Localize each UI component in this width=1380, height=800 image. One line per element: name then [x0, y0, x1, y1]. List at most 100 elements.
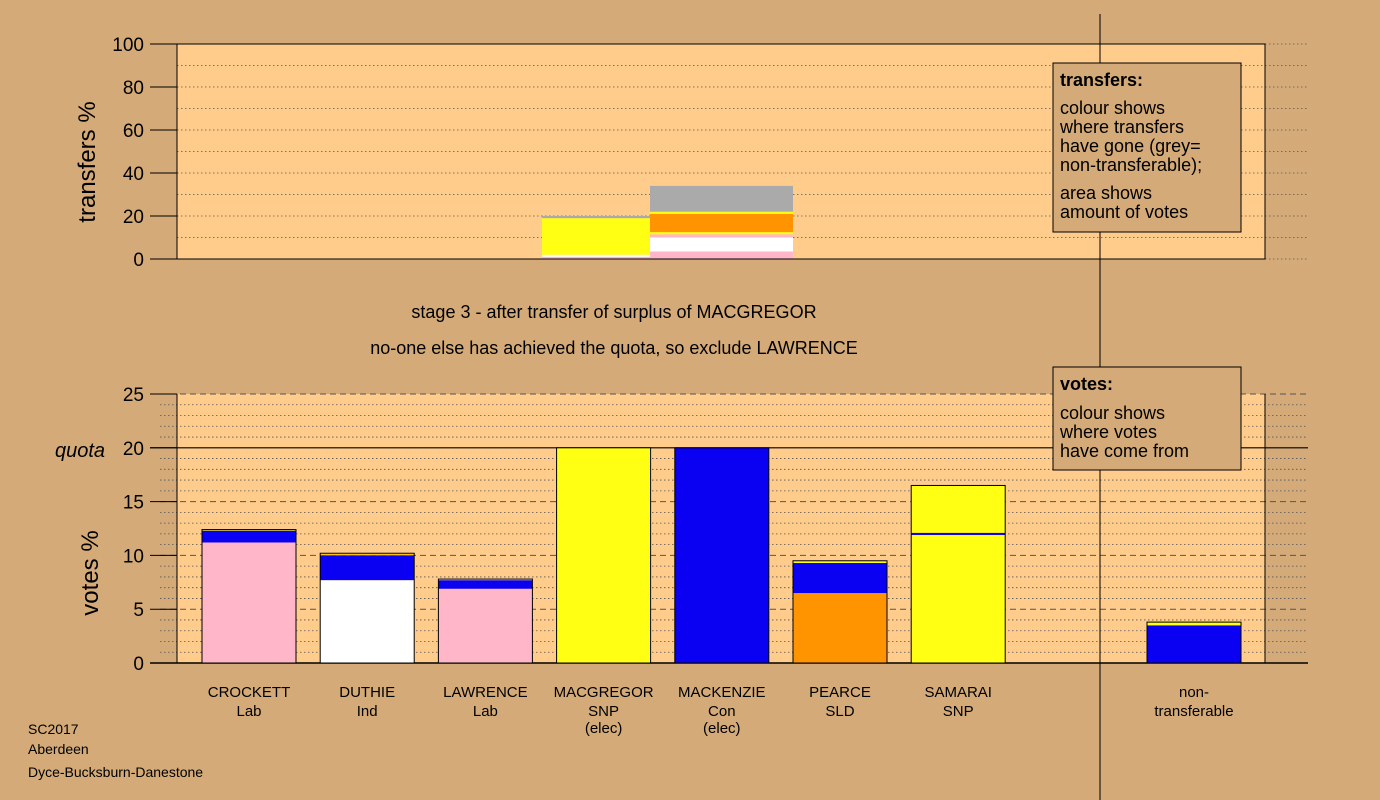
transfers-tick-label: 20: [123, 207, 144, 228]
votes-tick-label: 25: [123, 385, 144, 406]
votes-legend: votes: colour shows where votes have com…: [1052, 366, 1242, 471]
vote-bar-outline: [319, 552, 415, 664]
votes-tick-label: 15: [123, 493, 144, 514]
candidate-bar: [556, 447, 652, 664]
votes-legend-line: have come from: [1060, 441, 1189, 461]
vote-segment: [320, 554, 415, 556]
transfer-block: [650, 185, 793, 259]
vote-segment: [320, 555, 415, 581]
votes-legend-box: [1052, 366, 1242, 471]
votes-legend-line: colour shows: [1060, 403, 1165, 423]
vote-segment: [320, 553, 415, 555]
transfer-block: [542, 216, 662, 259]
transfer-segment: [650, 232, 793, 235]
stage-description: stage 3 - after transfer of surplus of M…: [411, 302, 816, 322]
transfers-legend-line: have gone (grey=: [1060, 136, 1201, 156]
footer-ward: Dyce-Bucksburn-Danestone: [28, 764, 203, 780]
footer-council: Aberdeen: [28, 741, 89, 757]
vote-segment: [1147, 625, 1241, 663]
vote-segment: [202, 542, 296, 663]
vote-bar-outline: [910, 484, 1006, 664]
nontransferable-label: transferable: [1154, 703, 1233, 720]
votes-legend-title: votes:: [1060, 374, 1113, 394]
transfer-segment: [650, 213, 793, 233]
transfers-legend-line: amount of votes: [1060, 202, 1188, 222]
candidate-name: DUTHIE: [339, 684, 395, 701]
vote-bar-outline: [201, 529, 297, 664]
transfer-segment: [542, 254, 662, 257]
candidate-party: SLD: [825, 703, 854, 720]
candidate-name: LAWRENCE: [443, 684, 527, 701]
votes-tick-label: 0: [133, 654, 144, 675]
nontransferable-label: non-: [1179, 684, 1209, 701]
vote-bar-outline: [674, 447, 770, 664]
nontransferable-bar: [1146, 621, 1242, 664]
candidate-status: (elec): [703, 720, 741, 737]
candidate-bar: [674, 447, 770, 664]
vote-segment: [320, 580, 415, 663]
transfers-blocks: [542, 185, 793, 259]
vote-segment: [793, 593, 887, 663]
vote-segment: [911, 532, 1006, 535]
candidate-bar: [437, 578, 533, 664]
transfers-tick-label: 60: [123, 121, 144, 142]
vote-segment: [793, 560, 887, 563]
candidate-party: SNP: [943, 703, 974, 720]
transfers-tick-label: 40: [123, 164, 144, 185]
candidate-bar: [319, 552, 415, 664]
vote-bar-outline: [437, 578, 533, 664]
transfer-segment: [650, 237, 793, 252]
quota-label: quota: [55, 440, 105, 462]
votes-bars: [201, 447, 1242, 664]
candidate-party: Con: [708, 703, 736, 720]
vote-segment: [911, 485, 1006, 533]
vote-segment: [1147, 622, 1241, 626]
votes-tick-label: 10: [123, 546, 144, 567]
transfers-legend: transfers: colour shows where transfers …: [1052, 62, 1242, 233]
candidate-name: MACKENZIE: [678, 684, 766, 701]
votes-y-axis-label: votes %: [77, 530, 104, 615]
transfer-segment: [542, 216, 662, 219]
candidate-labels: CROCKETT Lab DUTHIE Ind LAWRENCE Lab MACGREGOR…: [208, 684, 1234, 737]
vote-bar-outline: [556, 447, 652, 664]
candidate-status: (elec): [585, 720, 623, 737]
candidate-party: Lab: [473, 703, 498, 720]
vote-segment: [674, 447, 769, 663]
vote-segment: [556, 447, 651, 663]
transfers-legend-line: area shows: [1060, 183, 1152, 203]
stage-action: no-one else has achieved the quota, so e…: [370, 338, 858, 358]
votes-y-ticks: 0 5 10 15 20 25: [123, 385, 177, 675]
transfer-segment: [650, 185, 793, 212]
candidate-bar: [910, 484, 1006, 664]
vote-segment: [202, 529, 296, 531]
transfers-legend-line: non-transferable);: [1060, 155, 1202, 175]
candidate-name: CROCKETT: [208, 684, 291, 701]
votes-legend-line: where votes: [1059, 422, 1157, 442]
candidate-name: PEARCE: [809, 684, 871, 701]
transfer-segment: [542, 256, 662, 259]
votes-tick-label: 5: [133, 600, 144, 621]
candidate-bar: [201, 529, 297, 664]
transfers-y-ticks: 0 20 40 60 80 100: [112, 35, 177, 271]
transfers-legend-line: colour shows: [1060, 98, 1165, 118]
votes-tick-label: 20: [123, 439, 144, 460]
candidate-party: SNP: [588, 703, 619, 720]
transfer-segment: [650, 211, 793, 214]
candidate-party: Lab: [236, 703, 261, 720]
candidate-party: Ind: [357, 703, 378, 720]
vote-segment: [793, 562, 887, 594]
vote-segment: [438, 588, 533, 663]
transfers-plot-border: [176, 43, 1266, 260]
transfer-segment: [542, 218, 662, 255]
transfer-segment: [650, 234, 793, 238]
candidate-bar: [792, 560, 888, 664]
transfers-legend-box: [1052, 62, 1242, 233]
vote-bar-outline: [792, 560, 888, 664]
vote-segment: [438, 580, 533, 589]
transfers-y-axis-label: transfers %: [74, 101, 101, 222]
vote-segment: [438, 579, 533, 581]
transfers-tick-label: 80: [123, 78, 144, 99]
vote-segment: [202, 530, 296, 543]
footer-election: SC2017: [28, 721, 79, 737]
